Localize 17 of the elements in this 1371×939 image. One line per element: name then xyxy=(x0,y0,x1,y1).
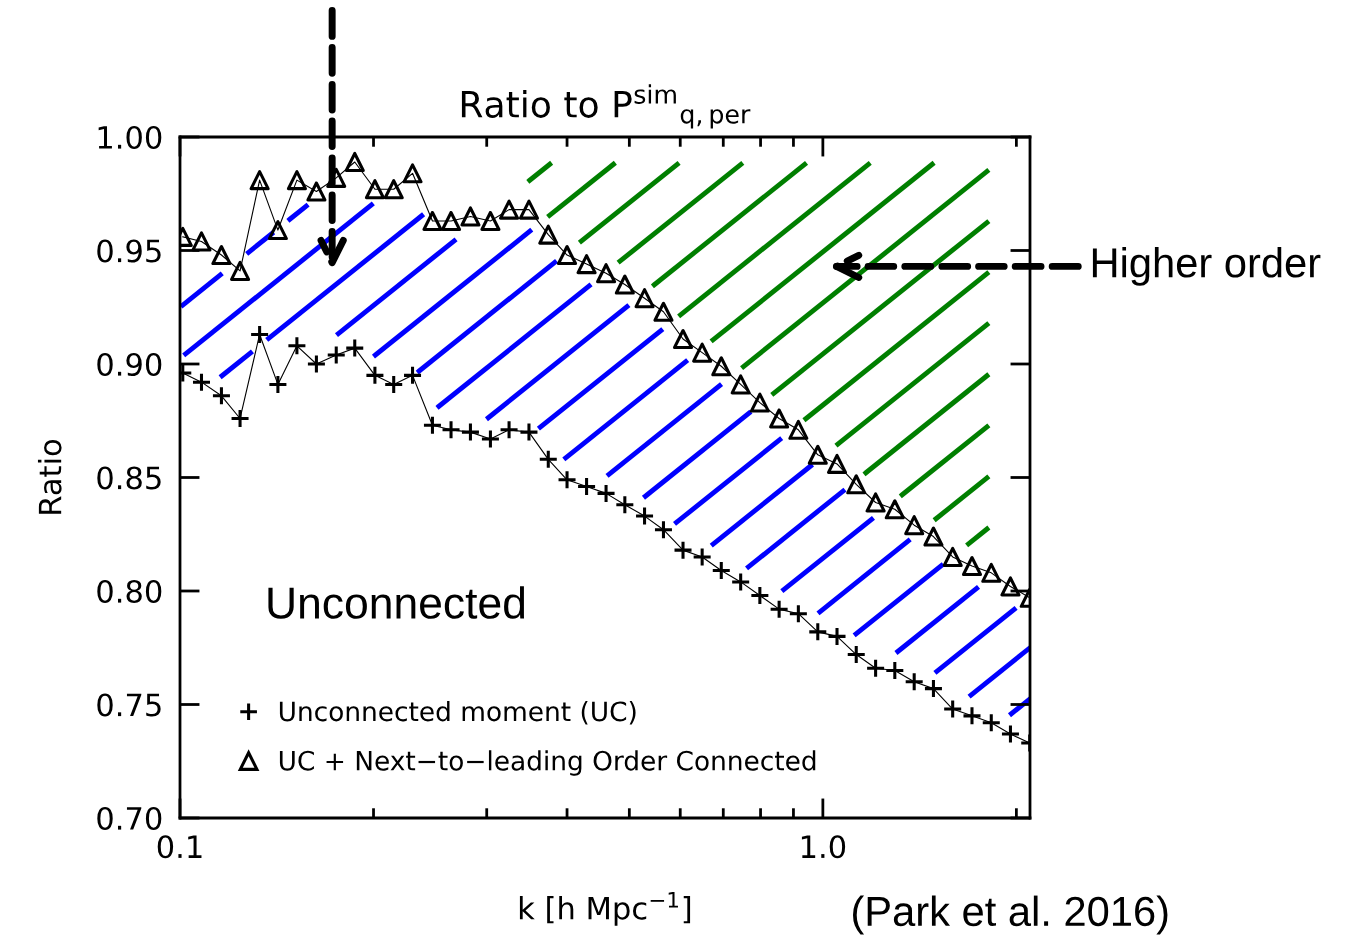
chart-title: Ratio to P$^{sim}$$_{q,per}$ xyxy=(461,84,751,129)
y-tick-label: 0.75 xyxy=(97,693,161,717)
y-tick-label: 0.85 xyxy=(97,466,161,490)
text: (Park et al. 2016) xyxy=(853,895,1168,935)
y-tick-label: 0.95 xyxy=(97,239,161,263)
x-tick-label: 0.1 xyxy=(157,835,202,859)
annotation: Unconnected xyxy=(268,586,525,619)
x-tick-label: 1.0 xyxy=(801,835,846,859)
y-tick-label: 0.90 xyxy=(97,352,162,377)
y-tick-label: 0.70 xyxy=(97,806,162,831)
text: Higher order xyxy=(1092,246,1321,286)
y-axis-title: Ratio xyxy=(37,439,62,514)
legend-label: UC + Next−to−leading Order Connected xyxy=(279,750,816,776)
x-axis-title: k [h Mpc$^{−1}$] xyxy=(519,892,691,926)
legend-label: Unconnected moment (UC) xyxy=(279,700,636,725)
y-tick-label: 0.80 xyxy=(97,579,162,604)
y-tick-label: 1.00 xyxy=(98,125,162,150)
